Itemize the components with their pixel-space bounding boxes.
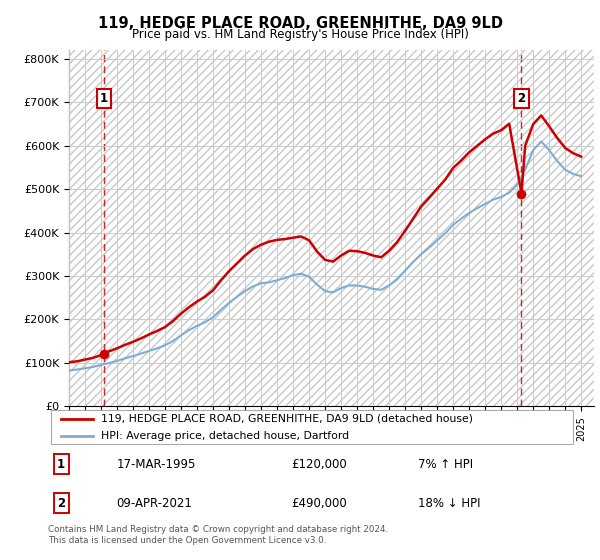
Text: 1: 1 bbox=[57, 458, 65, 471]
Text: 09-APR-2021: 09-APR-2021 bbox=[116, 497, 193, 510]
Text: 119, HEDGE PLACE ROAD, GREENHITHE, DA9 9LD: 119, HEDGE PLACE ROAD, GREENHITHE, DA9 9… bbox=[97, 16, 503, 31]
Text: 119, HEDGE PLACE ROAD, GREENHITHE, DA9 9LD (detached house): 119, HEDGE PLACE ROAD, GREENHITHE, DA9 9… bbox=[101, 414, 473, 424]
Text: 18% ↓ HPI: 18% ↓ HPI bbox=[418, 497, 480, 510]
FancyBboxPatch shape bbox=[50, 410, 574, 444]
Text: 17-MAR-1995: 17-MAR-1995 bbox=[116, 458, 196, 471]
Text: 1: 1 bbox=[100, 92, 108, 105]
Text: Price paid vs. HM Land Registry's House Price Index (HPI): Price paid vs. HM Land Registry's House … bbox=[131, 28, 469, 41]
Text: £490,000: £490,000 bbox=[291, 497, 347, 510]
Text: HPI: Average price, detached house, Dartford: HPI: Average price, detached house, Dart… bbox=[101, 431, 349, 441]
Text: £120,000: £120,000 bbox=[291, 458, 347, 471]
Text: 2: 2 bbox=[517, 92, 526, 105]
Text: 7% ↑ HPI: 7% ↑ HPI bbox=[418, 458, 473, 471]
Text: Contains HM Land Registry data © Crown copyright and database right 2024.
This d: Contains HM Land Registry data © Crown c… bbox=[48, 525, 388, 545]
Text: 2: 2 bbox=[57, 497, 65, 510]
